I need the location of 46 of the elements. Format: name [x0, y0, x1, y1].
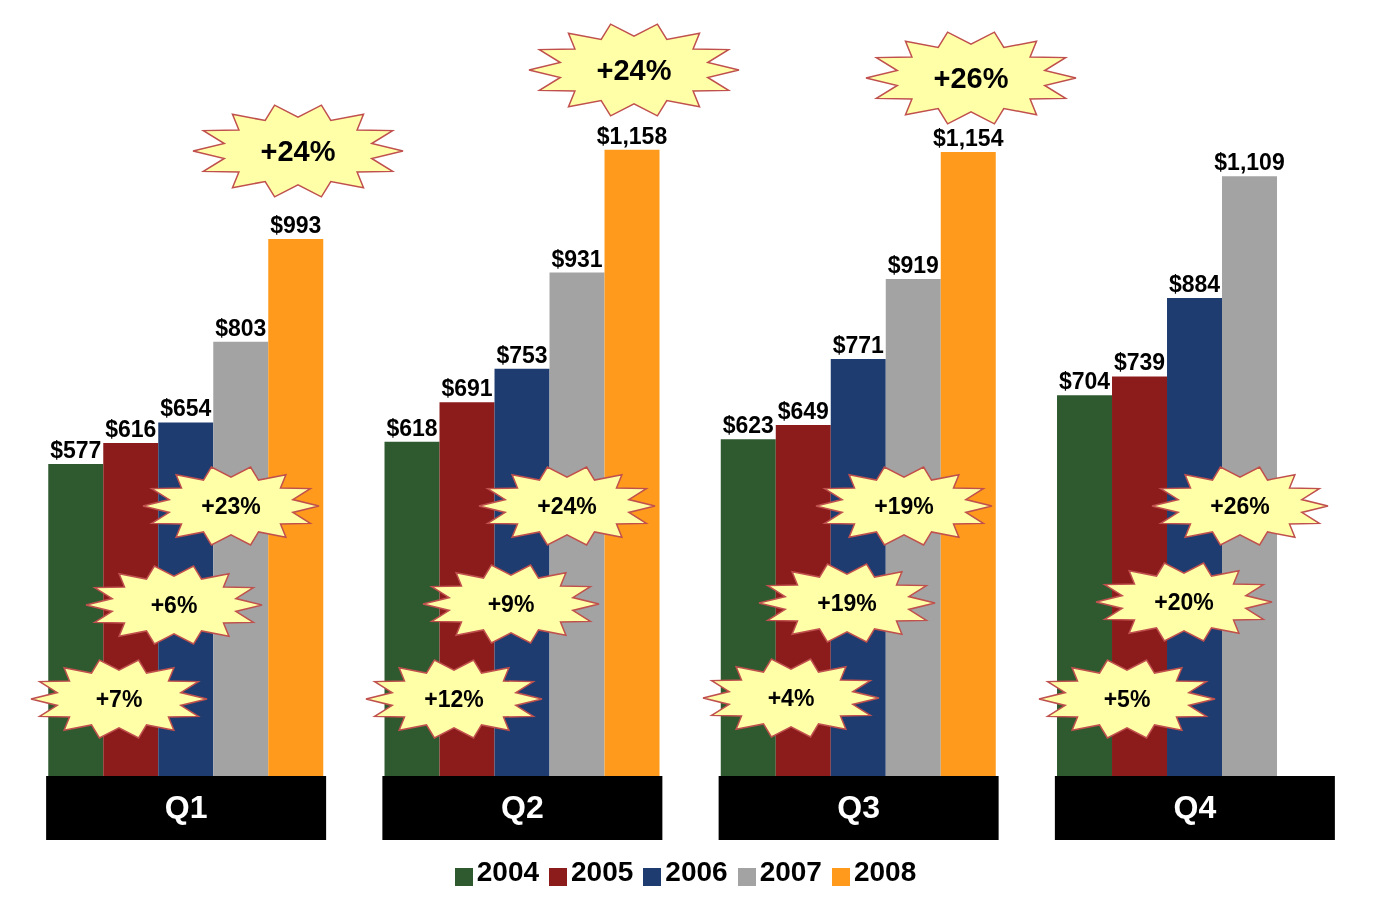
annotation: +19%	[874, 493, 934, 519]
bar	[604, 149, 660, 776]
legend-label: 2007	[759, 856, 822, 887]
x-tick-label: Q2	[501, 789, 544, 825]
data-label: $753	[496, 341, 548, 368]
annotation: +26%	[1210, 493, 1270, 519]
data-label: $884	[1168, 271, 1221, 298]
legend-label: 2004	[476, 856, 540, 887]
data-label: $993	[270, 212, 322, 239]
x-tick-label: Q3	[837, 789, 880, 825]
data-label: $919	[887, 252, 939, 279]
legend-label: 2006	[665, 856, 728, 887]
data-label: $739	[1113, 349, 1166, 376]
data-label: $654	[160, 395, 212, 422]
data-label: $1,158	[596, 122, 668, 149]
bar	[268, 239, 324, 776]
annotation: +9%	[487, 591, 535, 617]
data-label: $691	[441, 375, 493, 402]
data-label: $616	[105, 415, 157, 442]
annotation: +23%	[201, 493, 261, 519]
data-label: $577	[50, 437, 102, 464]
annotation: +4%	[767, 685, 815, 711]
annotation: +5%	[1103, 686, 1151, 712]
text: +24%	[596, 54, 672, 86]
annotation: +6%	[150, 592, 198, 618]
annotation: +19%	[817, 590, 877, 616]
data-label: $623	[722, 412, 774, 439]
data-label: $803	[215, 314, 267, 341]
annotation: +7%	[95, 686, 143, 712]
legend-label: 2008	[853, 856, 917, 887]
annotation: +24%	[260, 135, 336, 167]
annotation: +12%	[424, 686, 484, 712]
data-label: $649	[777, 398, 829, 425]
annotation: +24%	[537, 493, 597, 519]
data-label: $704	[1058, 368, 1111, 395]
bar	[940, 152, 996, 776]
legend-label: 2005	[571, 856, 634, 887]
x-tick-label: Q4	[1173, 789, 1217, 825]
x-tick-label: Q1	[164, 789, 208, 825]
data-label: $618	[386, 414, 438, 441]
data-label: $771	[832, 332, 885, 359]
data-label: $1,109	[1214, 149, 1285, 176]
annotation: +20%	[1154, 589, 1214, 615]
data-label: $931	[551, 245, 603, 272]
text: +26%	[933, 62, 1009, 94]
data-label: $1,154	[933, 125, 1004, 152]
